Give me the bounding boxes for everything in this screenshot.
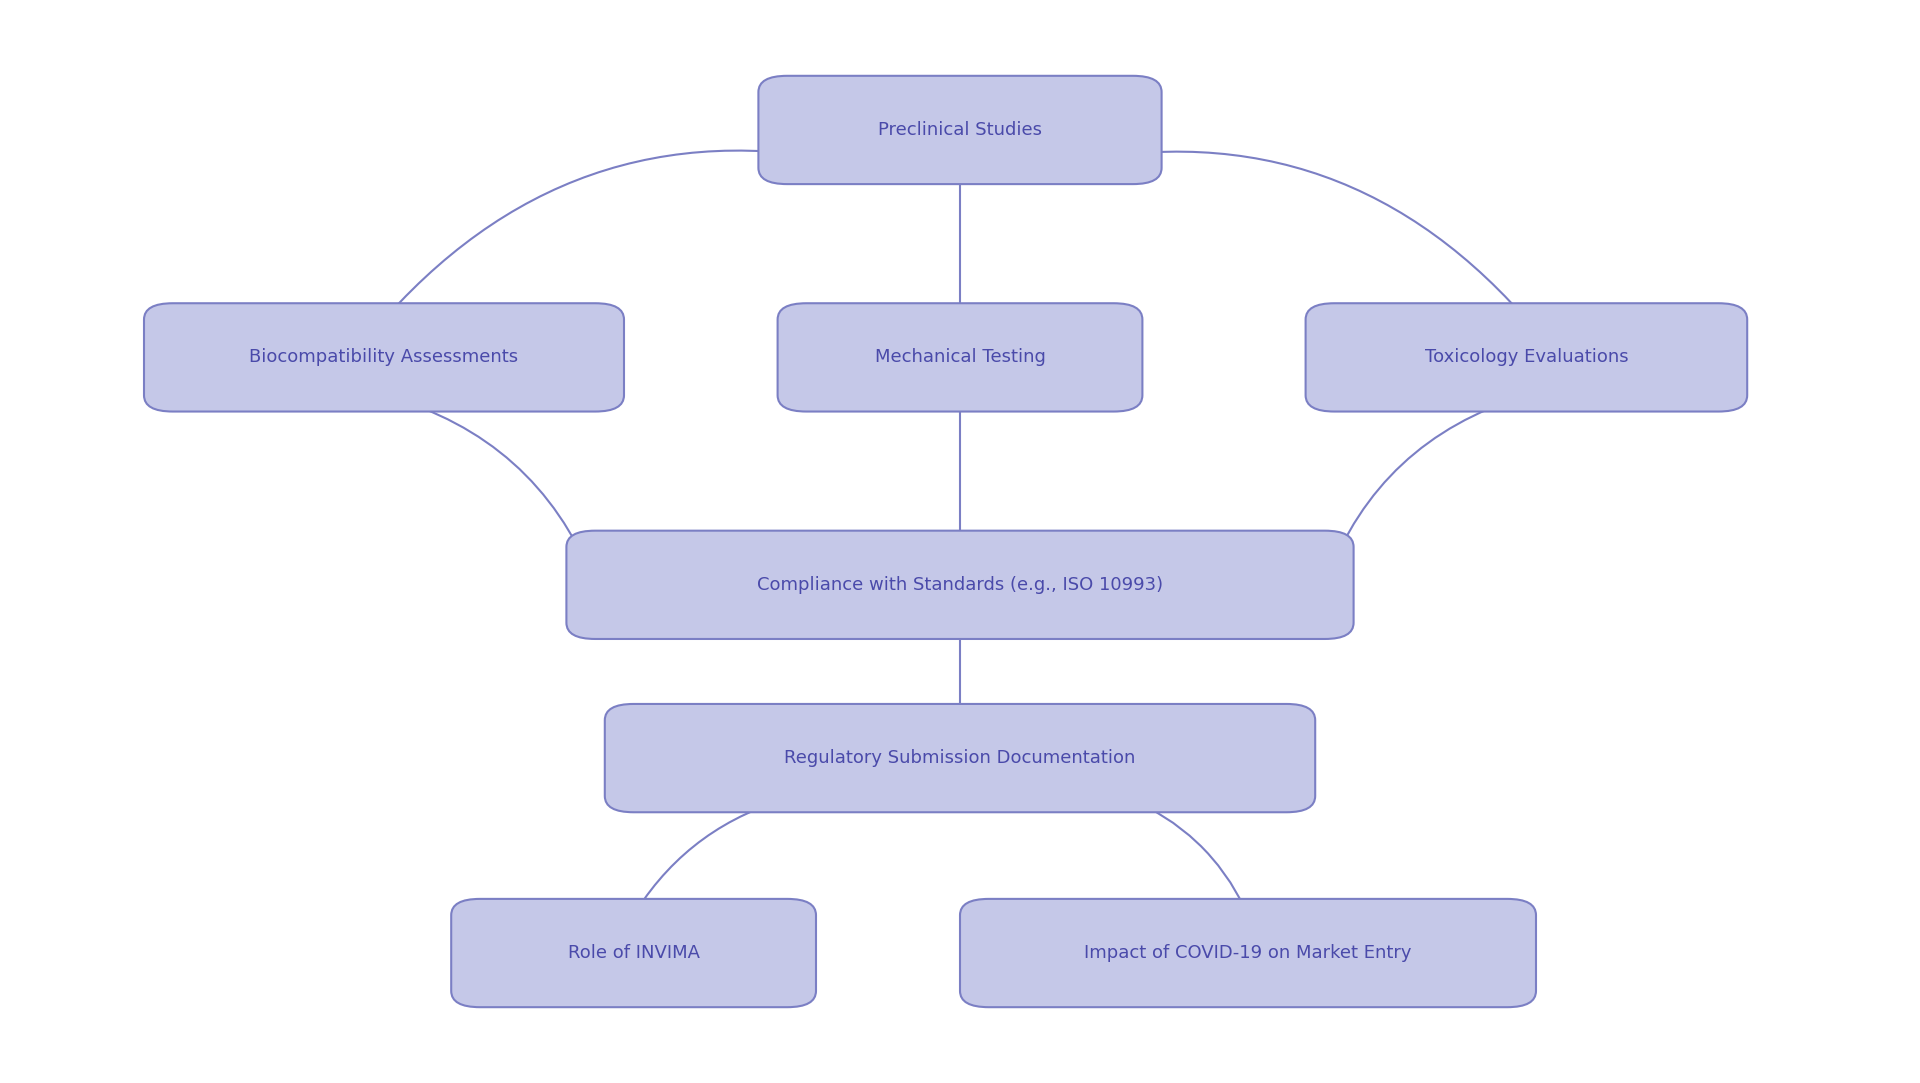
Text: Toxicology Evaluations: Toxicology Evaluations xyxy=(1425,349,1628,366)
Text: Mechanical Testing: Mechanical Testing xyxy=(876,349,1044,366)
Text: Compliance with Standards (e.g., ISO 10993): Compliance with Standards (e.g., ISO 109… xyxy=(756,576,1164,593)
FancyBboxPatch shape xyxy=(144,303,624,412)
FancyBboxPatch shape xyxy=(758,76,1162,184)
FancyBboxPatch shape xyxy=(960,899,1536,1007)
FancyBboxPatch shape xyxy=(566,531,1354,639)
FancyBboxPatch shape xyxy=(451,899,816,1007)
Text: Biocompatibility Assessments: Biocompatibility Assessments xyxy=(250,349,518,366)
Text: Role of INVIMA: Role of INVIMA xyxy=(568,944,699,962)
Text: Impact of COVID-19 on Market Entry: Impact of COVID-19 on Market Entry xyxy=(1085,944,1411,962)
FancyBboxPatch shape xyxy=(1306,303,1747,412)
Text: Preclinical Studies: Preclinical Studies xyxy=(877,121,1043,139)
FancyBboxPatch shape xyxy=(778,303,1142,412)
Text: Regulatory Submission Documentation: Regulatory Submission Documentation xyxy=(783,749,1137,767)
FancyBboxPatch shape xyxy=(605,704,1315,812)
